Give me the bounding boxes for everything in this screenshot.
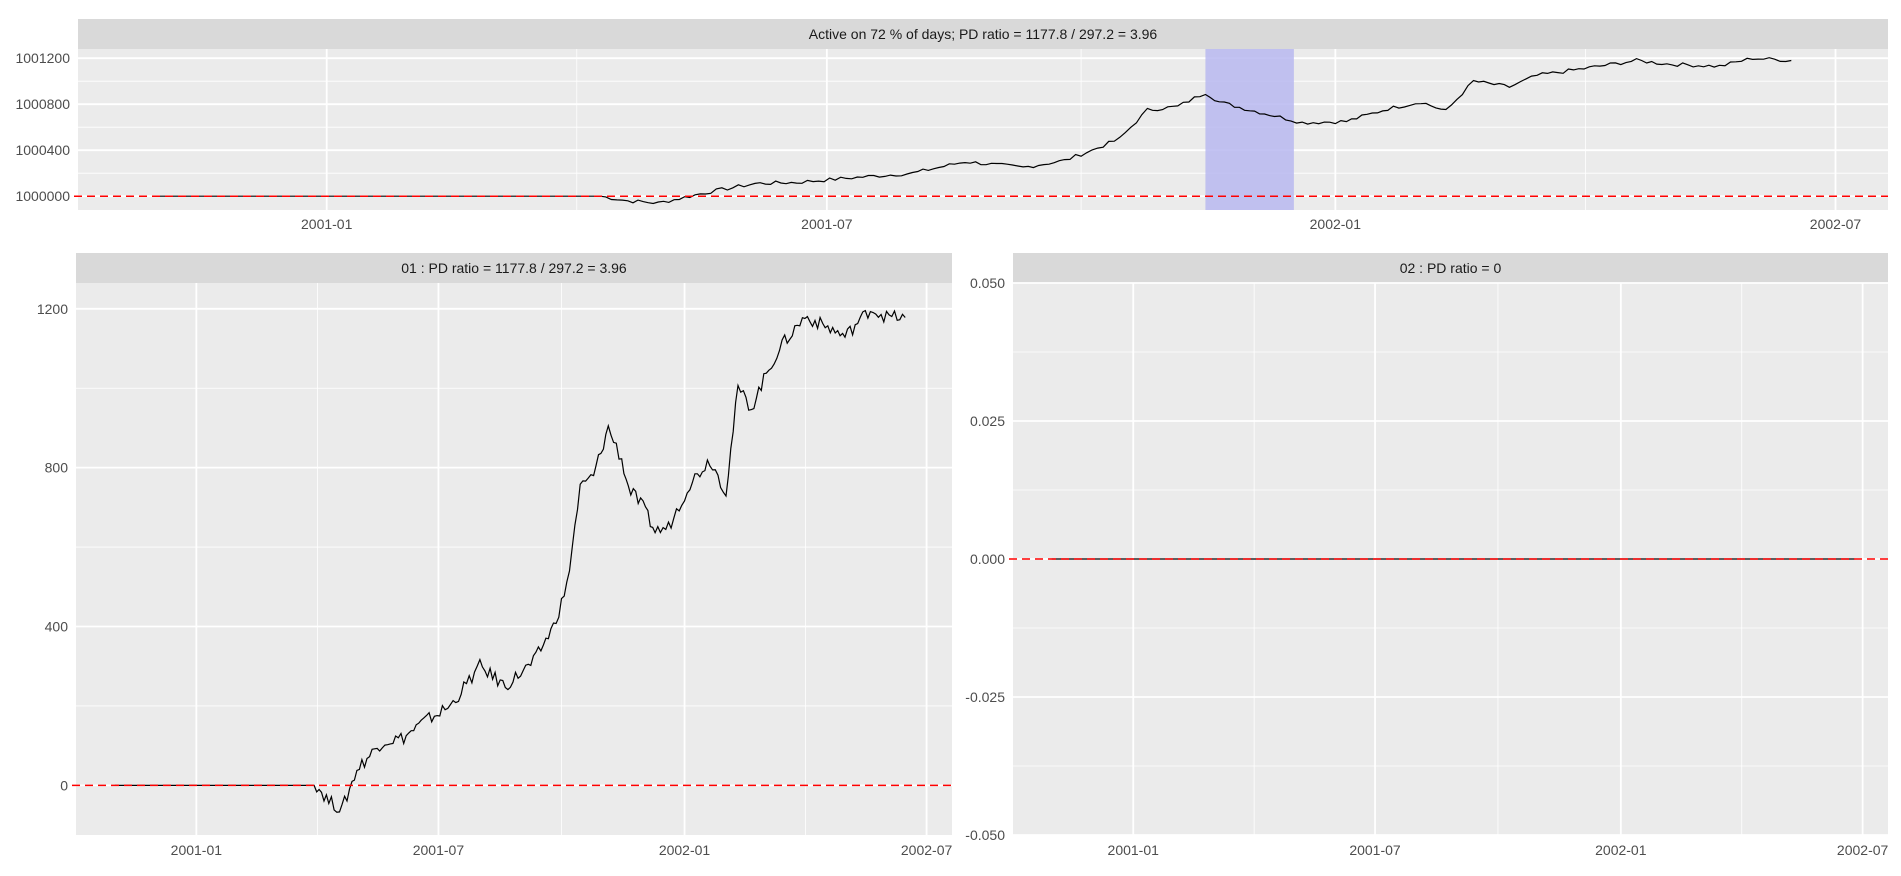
y-tick-label: 0	[60, 777, 68, 793]
y-tick-label: 1000400	[15, 142, 70, 158]
bottom-left-panel-series-line	[114, 309, 906, 813]
x-tick-label: 2002-07	[1837, 842, 1889, 858]
bottom-right-panel-x-axis: 2001-01 2001-07 2002-01 2002-07	[1108, 842, 1889, 858]
x-tick-label: 2001-01	[1108, 842, 1160, 858]
bottom-left-panel: 01 : PD ratio = 1177.8 / 297.2 = 3.96 0 …	[37, 253, 953, 858]
y-tick-label: 1000000	[15, 188, 70, 204]
y-tick-label: 0.000	[970, 551, 1005, 567]
x-tick-label: 2001-07	[413, 842, 465, 858]
y-tick-label: 800	[45, 460, 69, 476]
bottom-right-panel-y-axis: -0.050 -0.025 0.000 0.025 0.050	[965, 275, 1005, 843]
bottom-left-panel-x-axis: 2001-01 2001-07 2002-01 2002-07	[171, 842, 953, 858]
x-tick-label: 2002-01	[1595, 842, 1647, 858]
top-panel-y-axis: 1000000 1000400 1000800 1001200	[15, 50, 70, 204]
x-tick-label: 2002-01	[659, 842, 711, 858]
top-panel-x-axis: 2001-01 2001-07 2002-01 2002-07	[301, 216, 1861, 232]
bottom-right-panel-title: 02 : PD ratio = 0	[1400, 260, 1502, 276]
x-tick-label: 2002-01	[1310, 216, 1362, 232]
bottom-left-panel-strip	[76, 253, 952, 283]
bottom-left-panel-y-axis: 0 400 800 1200	[37, 301, 68, 794]
top-panel: Active on 72 % of days; PD ratio = 1177.…	[15, 19, 1888, 232]
x-tick-label: 2001-07	[801, 216, 853, 232]
y-tick-label: -0.025	[965, 689, 1005, 705]
top-panel-title: Active on 72 % of days; PD ratio = 1177.…	[809, 26, 1158, 42]
top-panel-strip	[78, 19, 1888, 49]
y-tick-label: 1200	[37, 301, 68, 317]
bottom-right-panel-strip	[1013, 253, 1888, 283]
top-panel-background	[78, 49, 1888, 210]
top-panel-highlight-region	[1205, 49, 1294, 210]
y-tick-label: 0.025	[970, 413, 1005, 429]
x-tick-label: 2001-01	[171, 842, 223, 858]
x-tick-label: 2002-07	[901, 842, 953, 858]
y-tick-label: 400	[45, 619, 69, 635]
x-tick-label: 2002-07	[1810, 216, 1862, 232]
y-tick-label: 1000800	[15, 96, 70, 112]
x-tick-label: 2001-01	[301, 216, 353, 232]
x-tick-label: 2001-07	[1349, 842, 1401, 858]
y-tick-label: 1001200	[15, 50, 70, 66]
bottom-right-panel: 02 : PD ratio = 0 -0.050 -0.025 0.000 0.…	[965, 253, 1889, 858]
bottom-left-panel-title: 01 : PD ratio = 1177.8 / 297.2 = 3.96	[401, 260, 627, 276]
y-tick-label: 0.050	[970, 275, 1005, 291]
bottom-left-panel-background	[76, 283, 952, 835]
y-tick-label: -0.050	[965, 827, 1005, 843]
